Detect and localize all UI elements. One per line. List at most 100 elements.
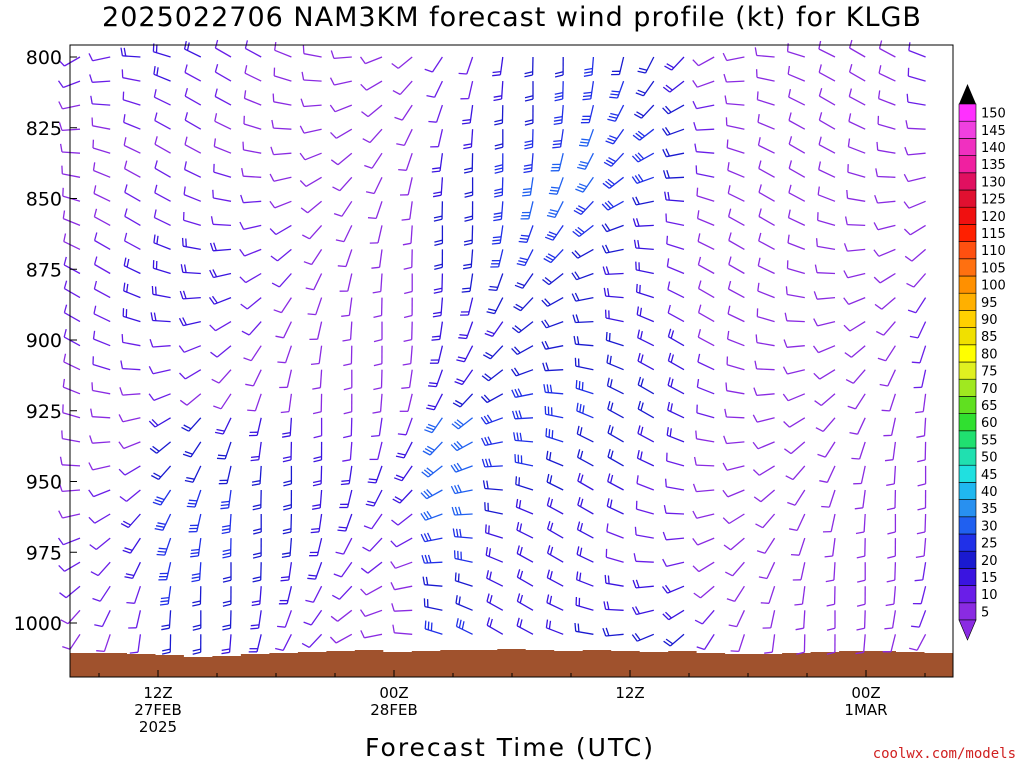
wind-barb-staff	[310, 609, 323, 626]
wind-barb-feather	[450, 444, 458, 452]
wind-barb-staff	[288, 562, 293, 581]
wind-barb-feather	[610, 93, 619, 96]
wind-barb-feather	[457, 356, 467, 360]
wind-barb-staff	[94, 263, 111, 275]
wind-barb-staff	[757, 99, 775, 106]
colorbar-label: 5	[981, 605, 989, 620]
wind-barb-staff	[303, 104, 322, 108]
wind-barb-feather	[252, 552, 262, 556]
wind-barb-feather	[184, 88, 189, 97]
wind-barb-staff	[803, 610, 806, 629]
wind-barb-feather	[607, 178, 615, 185]
wind-barb-staff	[758, 240, 775, 250]
wind-barb-feather	[363, 525, 372, 530]
wind-barb-staff	[184, 144, 202, 154]
wind-barb-staff	[92, 147, 111, 154]
wind-barb-feather	[856, 627, 865, 631]
wind-barb-feather	[361, 111, 369, 118]
wind-barb-feather	[610, 402, 614, 411]
wind-barb-feather	[420, 513, 427, 521]
wind-barb-staff	[345, 249, 353, 267]
wind-barb-feather	[183, 264, 187, 273]
wind-barb-feather	[463, 239, 473, 243]
wind-barb-feather	[433, 290, 443, 294]
wind-barb-feather	[179, 290, 184, 300]
wind-barb-feather	[581, 138, 590, 141]
wind-barb-feather	[541, 341, 547, 350]
wind-barb-staff	[736, 610, 745, 627]
wind-barb-feather	[242, 141, 245, 150]
wind-barb-feather	[303, 261, 312, 266]
wind-barb-feather	[275, 335, 284, 339]
wind-barb-feather	[454, 572, 457, 581]
wind-barb-staff	[397, 56, 413, 69]
wind-barb-feather	[545, 428, 548, 437]
wind-barb-feather	[390, 561, 396, 569]
wind-barb-feather	[635, 92, 644, 97]
wind-barb-feather	[582, 98, 591, 101]
wind-barb-staff	[184, 119, 202, 130]
wind-barb-feather	[182, 290, 187, 299]
wind-barb-staff	[606, 556, 624, 563]
wind-barb-feather	[549, 384, 553, 393]
wind-barb-feather	[542, 362, 546, 371]
wind-barb-feather	[485, 547, 489, 556]
wind-barb-feather	[517, 388, 523, 397]
wind-barb-staff	[341, 200, 353, 217]
wind-barb-feather	[148, 393, 155, 401]
wind-barb-feather	[903, 173, 909, 182]
wind-barb-staff	[923, 417, 927, 436]
wind-barb-feather	[694, 143, 697, 152]
wind-barb-feather	[428, 385, 437, 388]
wind-barb-feather	[183, 186, 186, 195]
wind-barb-feather	[484, 373, 492, 380]
wind-barb-feather	[819, 480, 828, 483]
wind-barb-feather	[692, 510, 698, 519]
wind-barb-feather	[664, 65, 673, 71]
wind-barb-feather	[757, 137, 761, 146]
wind-barb-staff	[848, 296, 866, 306]
wind-barb-staff	[257, 610, 262, 629]
wind-barb-staff	[728, 513, 745, 525]
wind-barb-feather	[576, 449, 581, 458]
wind-barb-staff	[666, 460, 685, 467]
credit-text[interactable]: coolwx.com/models	[872, 746, 1016, 762]
wind-barb-staff	[318, 513, 323, 532]
wind-barb-feather	[431, 335, 441, 338]
wind-barb-staff	[123, 144, 141, 154]
wind-barb-staff	[546, 602, 564, 611]
wind-barb-feather	[573, 209, 582, 215]
wind-barb-staff	[738, 634, 746, 652]
wind-barb-feather	[783, 339, 788, 348]
wind-barb-feather	[661, 128, 668, 136]
wind-barb-staff	[826, 465, 836, 483]
wind-barb-feather	[753, 496, 762, 503]
wind-barb-feather	[157, 522, 166, 526]
wind-barb-feather	[727, 305, 731, 315]
wind-barbs	[57, 39, 927, 655]
wind-barb-staff	[726, 364, 745, 371]
x-tick-label: 27FEB	[134, 701, 181, 719]
wind-barb-feather	[637, 329, 641, 338]
wind-barb-feather	[153, 312, 157, 321]
wind-barb-feather	[548, 231, 557, 236]
wind-barb-feather	[884, 627, 893, 630]
wind-barb-feather	[637, 70, 646, 74]
wind-barb-staff	[756, 54, 775, 58]
wind-barb-feather	[434, 239, 443, 243]
wind-barb-staff	[887, 369, 896, 387]
wind-barb-feather	[486, 480, 489, 489]
wind-barb-staff	[756, 417, 775, 423]
wind-barb-staff	[455, 580, 473, 587]
wind-barb-feather	[722, 517, 730, 524]
wind-barb-staff	[787, 369, 805, 375]
wind-barb-feather	[579, 160, 589, 165]
wind-barb-feather	[464, 218, 473, 222]
wind-barb-feather	[457, 484, 462, 493]
wind-barb-staff	[726, 80, 745, 83]
colorbar-label: 120	[981, 210, 1006, 225]
wind-barb-feather	[665, 611, 672, 619]
wind-barb-feather	[270, 255, 278, 262]
wind-barb-feather	[343, 387, 352, 391]
wind-barb-staff	[877, 123, 896, 130]
